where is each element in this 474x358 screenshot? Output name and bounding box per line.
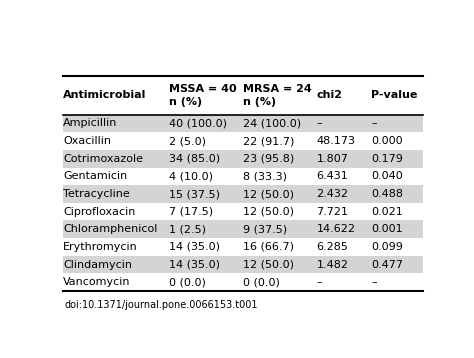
Text: 0.179: 0.179 <box>372 154 403 164</box>
Text: Gentamicin: Gentamicin <box>63 171 127 182</box>
Bar <box>63 132 423 150</box>
Text: 16 (66.7): 16 (66.7) <box>243 242 294 252</box>
Text: 0.000: 0.000 <box>372 136 403 146</box>
Text: –: – <box>372 118 377 129</box>
Text: 0.488: 0.488 <box>372 189 403 199</box>
Text: MRSA = 24
n (%): MRSA = 24 n (%) <box>243 84 312 107</box>
Text: 14.622: 14.622 <box>316 224 356 234</box>
Text: 14 (35.0): 14 (35.0) <box>169 260 220 270</box>
Text: 8 (33.3): 8 (33.3) <box>243 171 287 182</box>
Text: Cotrimoxazole: Cotrimoxazole <box>63 154 143 164</box>
Text: 12 (50.0): 12 (50.0) <box>243 207 294 217</box>
Text: –: – <box>372 277 377 287</box>
Text: 34 (85.0): 34 (85.0) <box>169 154 220 164</box>
Bar <box>63 150 423 168</box>
Bar <box>63 256 423 274</box>
Text: MSSA = 40
n (%): MSSA = 40 n (%) <box>169 84 237 107</box>
Text: 4 (10.0): 4 (10.0) <box>169 171 213 182</box>
Text: Tetracycline: Tetracycline <box>63 189 130 199</box>
Text: –: – <box>316 118 322 129</box>
Text: 40 (100.0): 40 (100.0) <box>169 118 228 129</box>
Text: Clindamycin: Clindamycin <box>63 260 132 270</box>
Text: 1.482: 1.482 <box>316 260 348 270</box>
Text: 22 (91.7): 22 (91.7) <box>243 136 294 146</box>
Text: Erythromycin: Erythromycin <box>63 242 137 252</box>
Text: 48.173: 48.173 <box>316 136 356 146</box>
Text: 0.477: 0.477 <box>372 260 403 270</box>
Text: 23 (95.8): 23 (95.8) <box>243 154 294 164</box>
Text: chi2: chi2 <box>316 90 342 100</box>
Text: 6.431: 6.431 <box>316 171 348 182</box>
Text: 0.040: 0.040 <box>372 171 403 182</box>
Text: Oxacillin: Oxacillin <box>63 136 111 146</box>
Text: 2 (5.0): 2 (5.0) <box>169 136 207 146</box>
Text: 0.099: 0.099 <box>372 242 403 252</box>
Text: Chloramphenicol: Chloramphenicol <box>63 224 157 234</box>
Text: 9 (37.5): 9 (37.5) <box>243 224 287 234</box>
Text: doi:10.1371/journal.pone.0066153.t001: doi:10.1371/journal.pone.0066153.t001 <box>65 300 258 310</box>
Text: 0 (0.0): 0 (0.0) <box>243 277 280 287</box>
Text: 7.721: 7.721 <box>316 207 348 217</box>
Text: 1.807: 1.807 <box>316 154 348 164</box>
Text: –: – <box>316 277 322 287</box>
Text: 24 (100.0): 24 (100.0) <box>243 118 301 129</box>
Bar <box>63 238 423 256</box>
Text: 6.285: 6.285 <box>316 242 348 252</box>
Bar <box>63 274 423 291</box>
Text: 2.432: 2.432 <box>316 189 348 199</box>
Bar <box>63 115 423 132</box>
Text: Ampicillin: Ampicillin <box>63 118 117 129</box>
Text: 0.001: 0.001 <box>372 224 403 234</box>
Bar <box>63 168 423 185</box>
Text: 0.021: 0.021 <box>372 207 403 217</box>
Bar <box>63 203 423 221</box>
Text: 7 (17.5): 7 (17.5) <box>169 207 214 217</box>
Bar <box>63 185 423 203</box>
Text: 12 (50.0): 12 (50.0) <box>243 260 294 270</box>
Text: Ciprofloxacin: Ciprofloxacin <box>63 207 135 217</box>
Text: 0 (0.0): 0 (0.0) <box>169 277 206 287</box>
Text: Vancomycin: Vancomycin <box>63 277 130 287</box>
Text: 14 (35.0): 14 (35.0) <box>169 242 220 252</box>
Bar <box>63 221 423 238</box>
Text: 15 (37.5): 15 (37.5) <box>169 189 220 199</box>
Text: 12 (50.0): 12 (50.0) <box>243 189 294 199</box>
Text: 1 (2.5): 1 (2.5) <box>169 224 207 234</box>
Text: Antimicrobial: Antimicrobial <box>63 90 146 100</box>
Text: P-value: P-value <box>372 90 418 100</box>
